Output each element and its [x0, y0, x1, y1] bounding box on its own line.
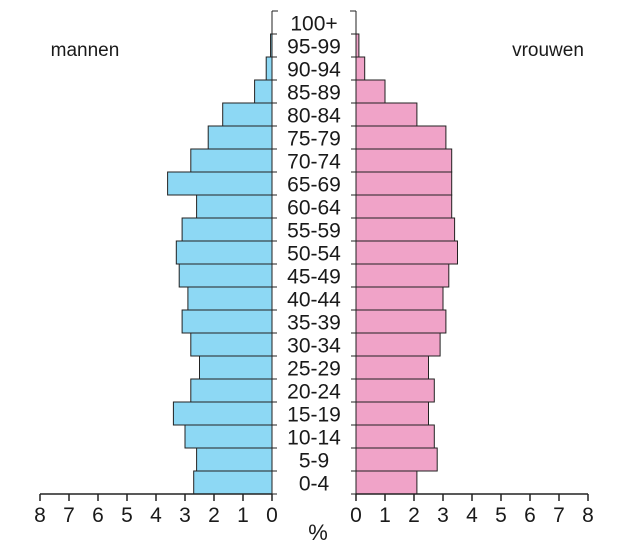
age-label-30-34: 30-34: [287, 335, 341, 358]
legend-vrouwen: vrouwen: [512, 40, 584, 61]
bar-vrouwen-5-9: [355, 447, 438, 472]
bar-mannen-30-34: [190, 332, 273, 357]
bar-mannen-45-49: [178, 263, 273, 288]
bar-vrouwen-45-49: [355, 263, 450, 288]
tick-label-left-1: 1: [237, 504, 249, 527]
bar-mannen-5-9: [196, 447, 273, 472]
bar-mannen-20-24: [190, 378, 273, 403]
bar-vrouwen-30-34: [355, 332, 441, 357]
tick-label-right-6: 6: [524, 504, 536, 527]
bar-vrouwen-35-39: [355, 309, 447, 334]
bar-vrouwen-75-79: [355, 125, 447, 150]
bar-mannen-50-54: [175, 240, 273, 265]
tick-label-left-4: 4: [150, 504, 162, 527]
bar-mannen-75-79: [207, 125, 273, 150]
age-label-55-59: 55-59: [287, 220, 341, 243]
bar-vrouwen-70-74: [355, 148, 453, 173]
tick-label-left-7: 7: [63, 504, 75, 527]
age-label-40-44: 40-44: [287, 289, 341, 312]
bar-mannen-40-44: [187, 286, 273, 311]
tick-label-left-6: 6: [92, 504, 104, 527]
bar-vrouwen-0-4: [355, 470, 418, 495]
bar-mannen-85-89: [254, 79, 273, 104]
age-group-labels: 0-45-910-1415-1920-2425-2930-3435-3940-4…: [271, 10, 357, 496]
bars-mannen: [167, 33, 273, 495]
tick-label-left-5: 5: [121, 504, 133, 527]
bar-mannen-60-64: [196, 194, 273, 219]
age-label-85-89: 85-89: [287, 82, 341, 105]
age-label-10-14: 10-14: [287, 427, 341, 450]
tick-label-right-2: 2: [408, 504, 420, 527]
bar-mannen-25-29: [199, 355, 273, 380]
bars-vrouwen: [355, 33, 458, 495]
age-label-60-64: 60-64: [287, 197, 341, 220]
age-label-0-4: 0-4: [299, 473, 330, 496]
tick-label-right-3: 3: [437, 504, 449, 527]
tick-label-right-1: 1: [379, 504, 391, 527]
bar-vrouwen-40-44: [355, 286, 444, 311]
bar-mannen-0-4: [193, 470, 273, 495]
tick-label-left-8: 8: [34, 504, 46, 527]
bar-mannen-90-94: [265, 56, 273, 81]
bar-vrouwen-65-69: [355, 171, 453, 196]
bar-vrouwen-50-54: [355, 240, 458, 265]
bar-vrouwen-85-89: [355, 79, 386, 104]
tick-label-left-0: 0: [266, 504, 278, 527]
tick-label-left-2: 2: [208, 504, 220, 527]
bar-vrouwen-60-64: [355, 194, 453, 219]
age-label-100+: 100+: [290, 13, 337, 36]
x-axis-label: %: [308, 520, 328, 542]
age-label-5-9: 5-9: [299, 450, 329, 473]
tick-label-right-8: 8: [582, 504, 594, 527]
age-label-35-39: 35-39: [287, 312, 341, 335]
age-label-50-54: 50-54: [287, 243, 341, 266]
age-label-75-79: 75-79: [287, 128, 341, 151]
tick-label-right-0: 0: [350, 504, 362, 527]
legend-mannen: mannen: [51, 40, 120, 61]
age-label-20-24: 20-24: [287, 381, 341, 404]
bar-mannen-55-59: [181, 217, 273, 242]
bar-vrouwen-80-84: [355, 102, 418, 127]
bar-mannen-80-84: [222, 102, 273, 127]
bar-mannen-10-14: [184, 424, 273, 449]
age-label-45-49: 45-49: [287, 266, 341, 289]
bar-mannen-35-39: [181, 309, 273, 334]
age-label-25-29: 25-29: [287, 358, 341, 381]
age-label-95-99: 95-99: [287, 36, 341, 59]
age-label-65-69: 65-69: [287, 174, 341, 197]
tick-label-right-5: 5: [495, 504, 507, 527]
bar-vrouwen-55-59: [355, 217, 456, 242]
tick-label-right-7: 7: [553, 504, 565, 527]
age-label-80-84: 80-84: [287, 105, 341, 128]
age-label-90-94: 90-94: [287, 59, 341, 82]
tick-label-right-4: 4: [466, 504, 478, 527]
bar-vrouwen-25-29: [355, 355, 429, 380]
age-label-70-74: 70-74: [287, 151, 341, 174]
bar-mannen-70-74: [190, 148, 273, 173]
bar-vrouwen-20-24: [355, 378, 435, 403]
bar-vrouwen-10-14: [355, 424, 435, 449]
tick-label-left-3: 3: [179, 504, 191, 527]
bar-vrouwen-15-19: [355, 401, 429, 426]
bar-mannen-15-19: [172, 401, 273, 426]
bar-mannen-65-69: [167, 171, 273, 196]
bar-vrouwen-90-94: [355, 56, 366, 81]
age-label-15-19: 15-19: [287, 404, 341, 427]
